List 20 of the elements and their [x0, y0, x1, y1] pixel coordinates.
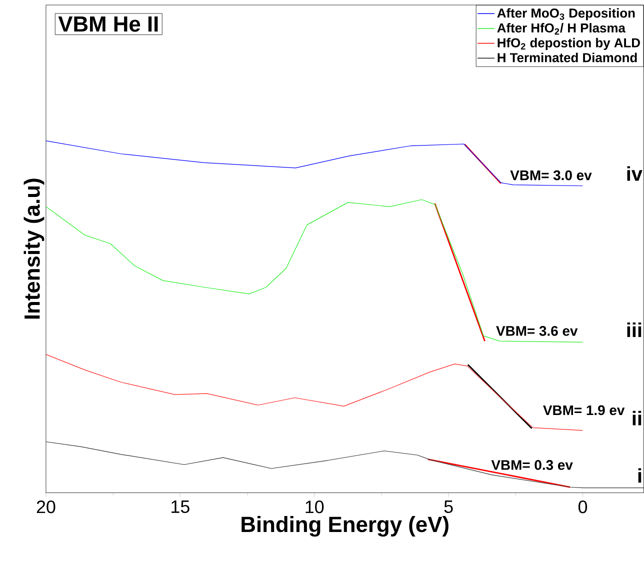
legend-label: After HfO$_{2}$/ H Plasma	[497, 23, 626, 35]
x-tick-label: 5	[444, 500, 453, 514]
x-tick-label: 20	[36, 500, 56, 514]
chart-title: VBM He II	[58, 16, 158, 32]
x-tick-label: 0	[578, 500, 588, 514]
legend-label: After MoO$_{3}$ Deposition	[497, 8, 635, 20]
annotation: VBM= 3.0 ev	[510, 170, 592, 180]
annotation: i	[638, 468, 642, 483]
annotation: VBM= 0.3 ev	[491, 460, 573, 470]
x-axis-title: Binding Energy (eV)	[242, 516, 448, 537]
annotation: iv	[627, 166, 642, 181]
legend-label: H Terminated Diamond	[498, 52, 637, 62]
x-tick-label: 15	[172, 500, 190, 514]
annotation: ii	[632, 410, 642, 426]
x-tick-label: 10	[306, 500, 324, 514]
annotation: iii	[627, 322, 642, 338]
annotation: VBM= 1.9 ev	[543, 405, 625, 416]
legend-label: HfO$_{2}$ depostion by ALD	[498, 38, 640, 50]
annotation: VBM= 3.6 ev	[496, 326, 578, 336]
y-axis-title: Intensity (a.u)	[24, 178, 44, 319]
